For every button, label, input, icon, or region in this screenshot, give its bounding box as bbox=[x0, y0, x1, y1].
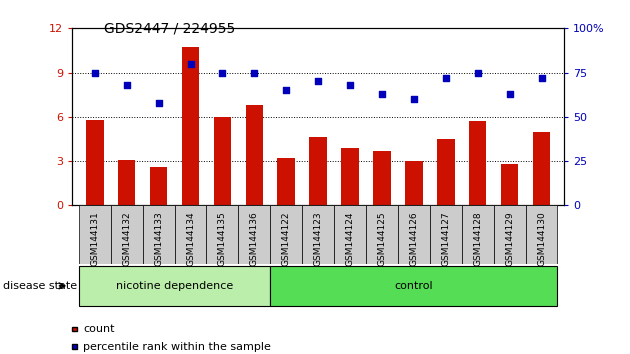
Bar bbox=[366, 205, 398, 264]
Point bbox=[313, 79, 323, 84]
Text: GSM144124: GSM144124 bbox=[346, 211, 355, 266]
Bar bbox=[79, 205, 111, 264]
Bar bbox=[142, 205, 175, 264]
Point bbox=[249, 70, 260, 75]
Point bbox=[409, 96, 419, 102]
Text: GSM144133: GSM144133 bbox=[154, 211, 163, 266]
Point bbox=[217, 70, 227, 75]
Bar bbox=[270, 266, 558, 306]
Text: GSM144131: GSM144131 bbox=[90, 211, 100, 266]
Text: disease state: disease state bbox=[3, 281, 77, 291]
Bar bbox=[150, 167, 168, 205]
Text: control: control bbox=[394, 281, 433, 291]
Bar bbox=[334, 205, 366, 264]
Bar bbox=[302, 205, 334, 264]
Bar bbox=[277, 158, 295, 205]
Text: count: count bbox=[83, 324, 115, 334]
Point bbox=[154, 100, 164, 105]
Text: percentile rank within the sample: percentile rank within the sample bbox=[83, 342, 271, 352]
Text: GSM144129: GSM144129 bbox=[505, 211, 514, 266]
Bar bbox=[207, 205, 238, 264]
Bar bbox=[309, 137, 327, 205]
Point bbox=[537, 75, 547, 81]
Bar bbox=[430, 205, 462, 264]
Bar bbox=[373, 151, 391, 205]
Bar bbox=[494, 205, 525, 264]
Bar bbox=[462, 205, 494, 264]
Bar bbox=[238, 205, 270, 264]
Text: nicotine dependence: nicotine dependence bbox=[116, 281, 233, 291]
Text: GSM144134: GSM144134 bbox=[186, 211, 195, 266]
Point bbox=[345, 82, 355, 88]
Text: GSM144128: GSM144128 bbox=[473, 211, 482, 266]
Text: GSM144126: GSM144126 bbox=[410, 211, 418, 266]
Point bbox=[377, 91, 387, 97]
Text: GSM144123: GSM144123 bbox=[314, 211, 323, 266]
Text: GSM144135: GSM144135 bbox=[218, 211, 227, 266]
Text: GSM144136: GSM144136 bbox=[250, 211, 259, 266]
Bar bbox=[214, 117, 231, 205]
Bar bbox=[79, 266, 270, 306]
Bar bbox=[175, 205, 207, 264]
Point bbox=[505, 91, 515, 97]
Bar bbox=[525, 205, 558, 264]
Bar bbox=[181, 47, 199, 205]
Point bbox=[281, 87, 291, 93]
Bar bbox=[341, 148, 359, 205]
Text: GSM144127: GSM144127 bbox=[441, 211, 450, 266]
Point bbox=[185, 61, 195, 67]
Point bbox=[89, 70, 100, 75]
Bar bbox=[111, 205, 142, 264]
Point bbox=[122, 82, 132, 88]
Bar bbox=[398, 205, 430, 264]
Point bbox=[441, 75, 451, 81]
Text: GDS2447 / 224955: GDS2447 / 224955 bbox=[104, 21, 235, 35]
Bar bbox=[501, 164, 518, 205]
Bar bbox=[469, 121, 486, 205]
Bar bbox=[270, 205, 302, 264]
Text: GSM144125: GSM144125 bbox=[377, 211, 386, 266]
Text: GSM144130: GSM144130 bbox=[537, 211, 546, 266]
Point bbox=[472, 70, 483, 75]
Bar bbox=[86, 120, 103, 205]
Bar bbox=[246, 105, 263, 205]
Bar bbox=[118, 160, 135, 205]
Text: GSM144132: GSM144132 bbox=[122, 211, 131, 266]
Bar bbox=[405, 161, 423, 205]
Bar bbox=[533, 132, 550, 205]
Text: GSM144122: GSM144122 bbox=[282, 211, 290, 266]
Bar bbox=[437, 139, 455, 205]
